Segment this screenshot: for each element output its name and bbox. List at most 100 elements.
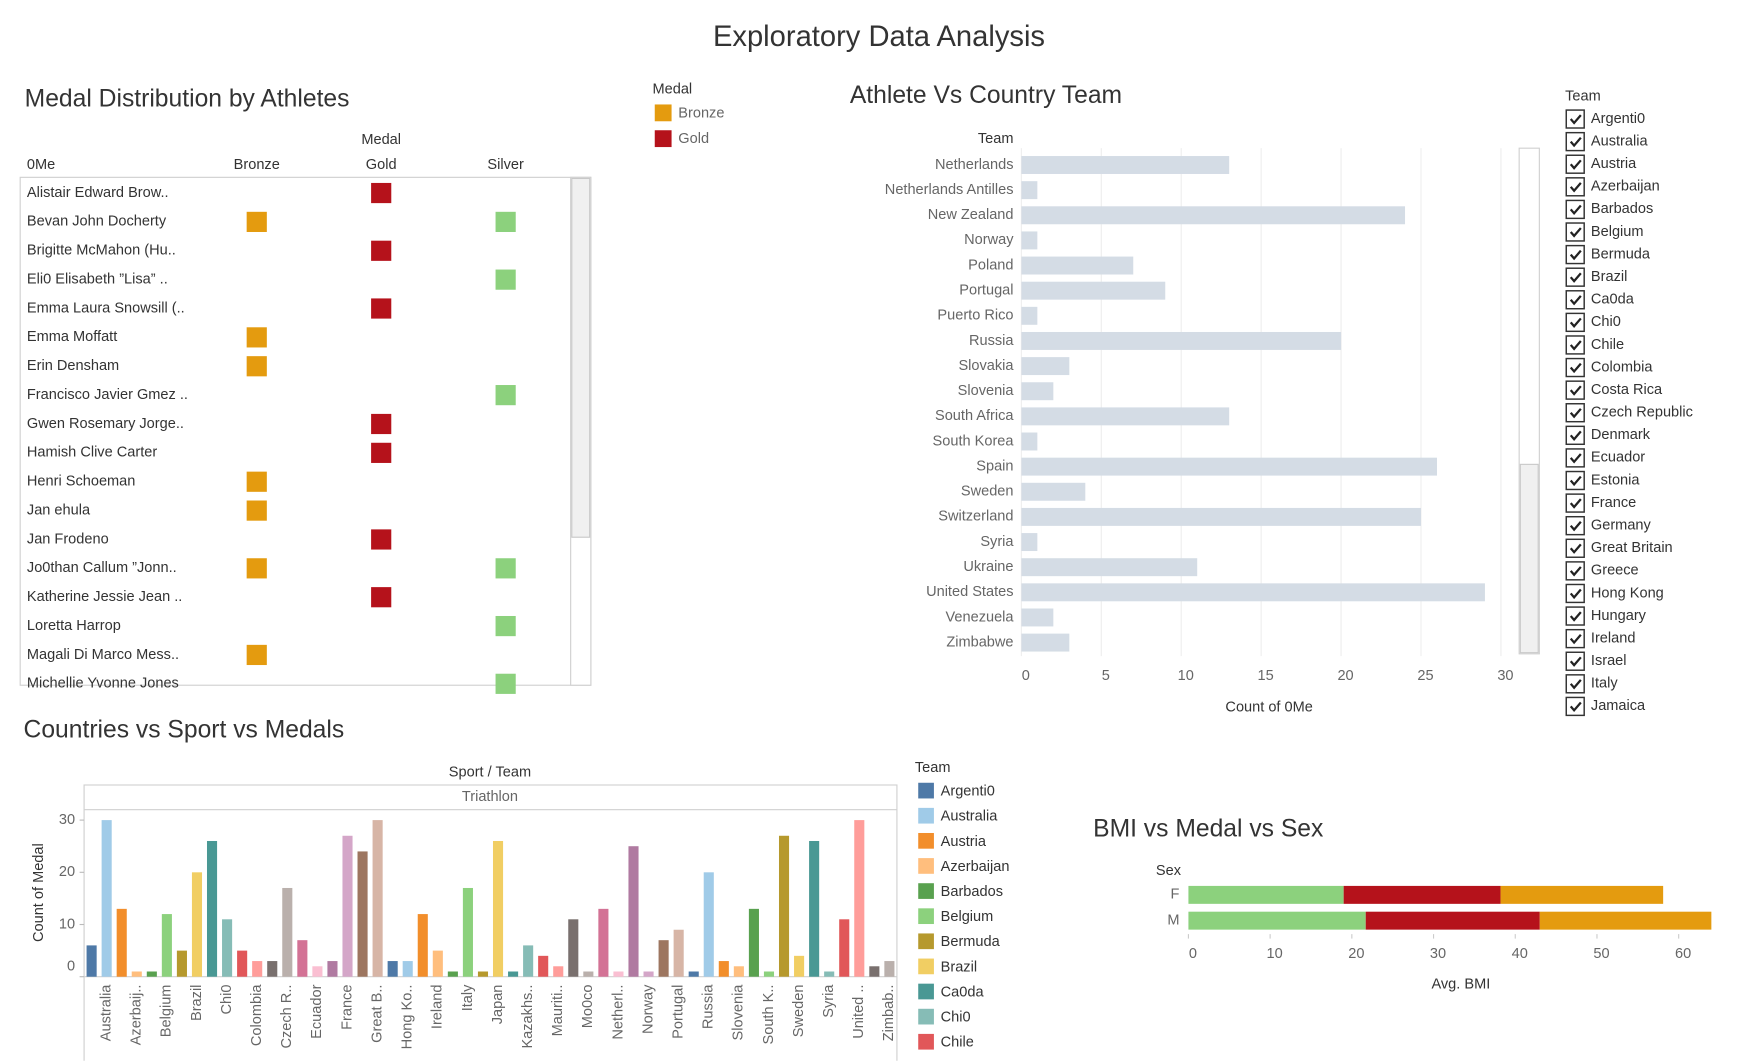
x-tick-label: Italy xyxy=(460,984,476,1011)
bar xyxy=(1021,382,1054,401)
row-label: Eli0 Elisabeth ”Lisa” .. xyxy=(27,271,168,287)
filter-checkbox[interactable]: Hungary xyxy=(1565,606,1647,626)
checkbox[interactable] xyxy=(1565,357,1585,378)
filter-checkbox[interactable]: Brazil xyxy=(1565,267,1627,287)
bar xyxy=(748,908,759,977)
filter-checkbox[interactable]: France xyxy=(1565,493,1636,513)
checkbox[interactable] xyxy=(1565,674,1585,694)
x-tick-label: 40 xyxy=(1512,946,1528,962)
medal-mark xyxy=(371,587,392,608)
x-tick-label: Czech R.. xyxy=(279,985,295,1049)
bar xyxy=(1021,231,1038,250)
checkbox[interactable] xyxy=(1565,290,1585,310)
y-tick-label: Norway xyxy=(964,232,1014,248)
filter-checkbox[interactable]: Denmark xyxy=(1565,425,1651,446)
filter-checkbox[interactable]: Germany xyxy=(1565,515,1652,536)
checkbox[interactable] xyxy=(1565,448,1585,468)
checkbox[interactable] xyxy=(1565,154,1585,174)
filter-label: Ecuador xyxy=(1591,450,1645,466)
filter-checkbox[interactable]: Austria xyxy=(1565,154,1637,174)
checkbox[interactable] xyxy=(1565,312,1585,333)
filter-checkbox[interactable]: Jamaica xyxy=(1565,696,1646,717)
check-mark xyxy=(1569,475,1582,487)
chart-title: Countries vs Sport vs Medals xyxy=(24,717,345,744)
filter-label: Ca0da xyxy=(1591,292,1635,308)
filter-checkbox[interactable]: Azerbaijan xyxy=(1565,177,1660,197)
checkbox[interactable] xyxy=(1565,561,1585,581)
filter-checkbox[interactable]: Hong Kong xyxy=(1565,583,1664,604)
scrollbar-thumb[interactable] xyxy=(571,177,591,538)
medal-mark xyxy=(495,558,516,579)
filter-checkbox[interactable]: Ca0da xyxy=(1565,290,1635,310)
checkbox[interactable] xyxy=(1565,380,1585,400)
checkbox[interactable] xyxy=(1565,425,1585,446)
filter-checkbox[interactable]: Ecuador xyxy=(1565,448,1645,468)
bar xyxy=(282,887,293,977)
legend-label: Belgium xyxy=(941,909,994,925)
filter-checkbox[interactable]: Great Britain xyxy=(1565,538,1673,558)
bar xyxy=(523,945,534,977)
checkbox[interactable] xyxy=(1565,131,1585,152)
medal-mark xyxy=(495,269,516,290)
filter-checkbox[interactable]: Bermuda xyxy=(1565,244,1651,265)
legend-swatch xyxy=(918,782,934,799)
filter-checkbox[interactable]: Belgium xyxy=(1565,222,1644,242)
checkbox[interactable] xyxy=(1565,199,1585,220)
filter-checkbox[interactable]: Colombia xyxy=(1565,357,1653,378)
legend-swatch xyxy=(918,832,934,849)
checkbox[interactable] xyxy=(1565,493,1585,513)
checkbox[interactable] xyxy=(1565,335,1585,355)
checkbox[interactable] xyxy=(1565,696,1585,717)
filter-checkbox[interactable]: Costa Rica xyxy=(1565,380,1663,400)
check-mark xyxy=(1569,633,1582,645)
checkbox[interactable] xyxy=(1565,538,1585,558)
checkbox[interactable] xyxy=(1565,515,1585,536)
bar xyxy=(417,914,428,977)
bar xyxy=(703,872,714,977)
bar xyxy=(1021,633,1070,652)
bar xyxy=(733,966,744,977)
filter-checkbox[interactable]: Estonia xyxy=(1565,470,1640,491)
filter-checkbox[interactable]: Czech Republic xyxy=(1565,403,1693,423)
checkbox[interactable] xyxy=(1565,109,1585,129)
filter-checkbox[interactable]: Israel xyxy=(1565,651,1627,671)
scrollbar-thumb[interactable] xyxy=(1519,463,1539,654)
filter-checkbox[interactable]: Argenti0 xyxy=(1565,109,1645,129)
check-mark xyxy=(1569,588,1582,600)
checkbox[interactable] xyxy=(1565,403,1585,423)
checkbox[interactable] xyxy=(1565,222,1585,242)
x-tick-label: Brazil xyxy=(189,985,205,1021)
filter-checkbox[interactable]: Ireland xyxy=(1565,628,1635,649)
check-mark xyxy=(1569,656,1582,667)
x-tick-label: France xyxy=(339,985,355,1030)
checkbox[interactable] xyxy=(1565,267,1585,287)
row-header: 0Me xyxy=(27,157,55,173)
check-mark xyxy=(1569,498,1582,509)
y-tick-label: Slovakia xyxy=(958,358,1014,374)
filter-label: Germany xyxy=(1591,518,1652,534)
check-mark xyxy=(1569,159,1582,170)
check-mark xyxy=(1569,611,1582,622)
filter-checkbox[interactable]: Chi0 xyxy=(1565,312,1621,333)
filter-checkbox[interactable]: Barbados xyxy=(1565,199,1653,220)
checkbox[interactable] xyxy=(1565,244,1585,265)
checkbox[interactable] xyxy=(1565,177,1585,197)
filter-checkbox[interactable]: Italy xyxy=(1565,674,1618,694)
y-tick-label: Zimbabwe xyxy=(946,634,1013,650)
filter-checkbox[interactable]: Australia xyxy=(1565,131,1648,152)
bar xyxy=(161,914,172,977)
bar xyxy=(206,840,218,977)
checkbox[interactable] xyxy=(1565,628,1585,649)
x-tick-label: Azerbaij.. xyxy=(129,985,145,1046)
bar xyxy=(824,971,835,977)
filter-checkbox[interactable]: Chile xyxy=(1565,335,1624,355)
checkbox[interactable] xyxy=(1565,470,1585,491)
filter-checkbox[interactable]: Greece xyxy=(1565,561,1639,581)
checkbox[interactable] xyxy=(1565,606,1585,626)
bar xyxy=(267,961,278,977)
bar xyxy=(387,961,398,977)
checkbox[interactable] xyxy=(1565,583,1585,604)
checkbox[interactable] xyxy=(1565,651,1585,671)
bar xyxy=(658,940,669,977)
bar xyxy=(628,846,639,977)
